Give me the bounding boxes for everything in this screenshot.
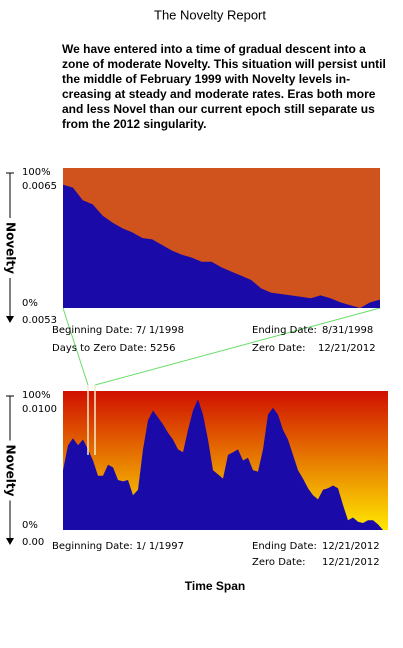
novelty-tick-label: 0.0065 bbox=[22, 181, 57, 192]
info-value: 8/31/1998 bbox=[322, 325, 373, 336]
footer: Time Span bbox=[185, 579, 245, 593]
summary-line: zone of moderate Novelty. This situation… bbox=[62, 57, 386, 71]
info-label: Ending Date: bbox=[252, 325, 317, 336]
y-tick-label: 100% bbox=[22, 390, 51, 401]
y-tick-label: 0% bbox=[22, 520, 38, 531]
summary-line: and less Novel than our current epoch st… bbox=[62, 102, 375, 116]
summary-line: from the 2012 singularity. bbox=[62, 117, 207, 131]
info-value: 12/21/2012 bbox=[322, 541, 380, 552]
novelty-tick-label: 0.0100 bbox=[22, 404, 57, 415]
info-value: 12/21/2012 bbox=[318, 343, 376, 354]
y-tick-label: 100% bbox=[22, 167, 51, 178]
report-title: The Novelty Report bbox=[154, 7, 266, 22]
zoom-connector bbox=[94, 307, 381, 386]
info-value: 12/21/2012 bbox=[322, 557, 380, 568]
info-label: Zero Date: bbox=[252, 557, 305, 568]
y-axis-label: Novelty bbox=[4, 445, 18, 497]
y-tick-label: 0% bbox=[22, 298, 38, 309]
novelty-tick-label: 0.0053 bbox=[22, 315, 57, 326]
summary-line: the middle of February 1999 with Novelty… bbox=[62, 72, 350, 86]
y-axis-label: Novelty bbox=[4, 222, 18, 274]
novelty-area bbox=[63, 399, 388, 530]
info-label: Beginning Date: 1/ 1/1997 bbox=[52, 541, 184, 552]
novelty-tick-label: 0.00 bbox=[22, 537, 44, 548]
info-label: Beginning Date: 7/ 1/1998 bbox=[52, 325, 184, 336]
summary-line: creasing at steady and moderate rates. E… bbox=[62, 87, 376, 101]
axis-arrow-head bbox=[6, 316, 14, 323]
info-label: Days to Zero Date: 5256 bbox=[52, 343, 175, 354]
novelty-area bbox=[63, 184, 380, 308]
info-label: Zero Date: bbox=[252, 343, 305, 354]
zoom-connector bbox=[62, 307, 89, 386]
info-label: Ending Date: bbox=[252, 541, 317, 552]
summary-line: We have entered into a time of gradual d… bbox=[62, 42, 366, 56]
axis-arrow-head bbox=[6, 538, 14, 545]
